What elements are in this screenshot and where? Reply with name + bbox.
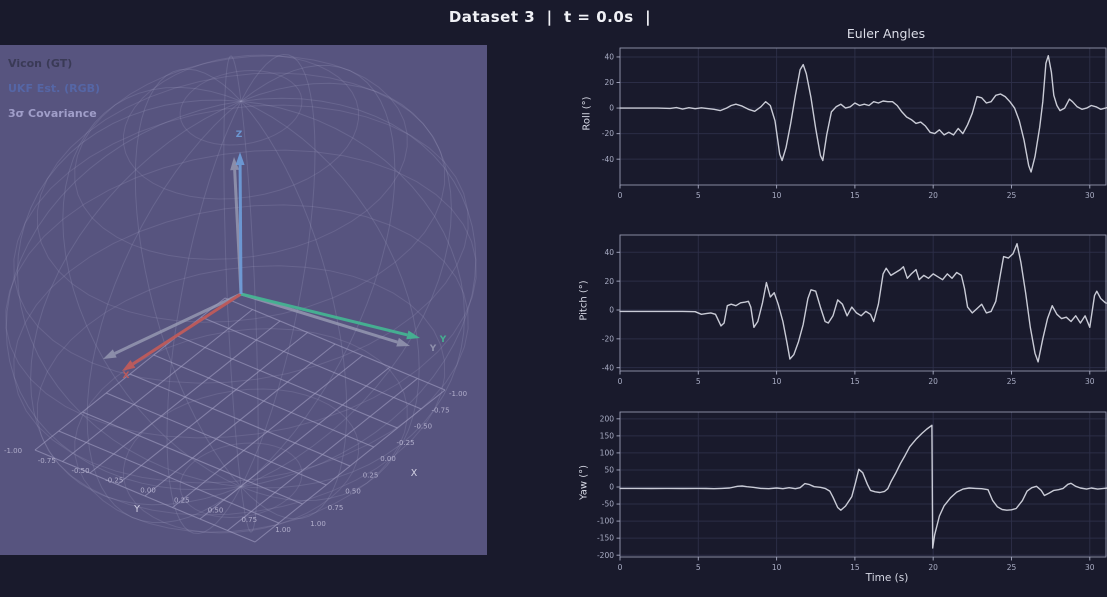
tick-label: 100 [600, 449, 615, 458]
tick-label: 0.25 [363, 471, 379, 479]
tick-label: 0.00 [140, 487, 156, 495]
tick-label: 0.50 [345, 488, 361, 496]
ukf-z-arrow [235, 152, 245, 295]
tick-label: -40 [602, 363, 614, 372]
floor-axis-letter: Y [133, 504, 140, 515]
tick-label: -200 [597, 551, 614, 560]
tick-label: 15 [850, 377, 860, 386]
tick-label: -0.25 [105, 477, 123, 485]
tick-label: 25 [1007, 563, 1017, 572]
tick-label: 15 [850, 191, 860, 200]
tick-label: 0 [618, 191, 623, 200]
tick-label: 20 [928, 191, 938, 200]
tick-label: 50 [604, 466, 614, 475]
tick-label: -0.50 [414, 423, 432, 431]
tick-label: 5 [696, 563, 701, 572]
frame-axis-letter: Y [429, 344, 437, 354]
covariance-sphere-wireframe [5, 53, 477, 535]
tick-label: 30 [1085, 191, 1095, 200]
roll-plot-line [619, 55, 1107, 173]
frame-axis-letter: X [123, 371, 130, 381]
pitch-plot: 0 5 10 15 20 25 30 40 20 0 -20 -40 [602, 234, 1107, 386]
tick-label: 0 [618, 563, 623, 572]
tick-label: -40 [602, 155, 614, 164]
tick-label: -50 [602, 500, 614, 509]
tick-label: 5 [696, 191, 701, 200]
tick-label: 0.50 [208, 506, 224, 514]
axes-spines [619, 411, 1107, 558]
tick-label: -1.00 [4, 447, 22, 455]
tick-label: 40 [604, 248, 614, 257]
tick-label: 20 [604, 277, 614, 286]
frame-axis-letter: Z [236, 130, 243, 140]
floor-axis-letter: X [411, 468, 418, 479]
tick-label: -150 [597, 534, 614, 543]
frame-axis-letter: Y [439, 335, 447, 345]
yaw-plot: 0 5 10 15 20 25 30 200 150 100 50 0 -50 -100 -150 -200 [597, 411, 1107, 572]
tick-label: 10 [772, 377, 782, 386]
tick-label: 0.25 [174, 496, 190, 504]
tick-label: 150 [600, 431, 615, 440]
tick-label: 30 [1085, 563, 1095, 572]
tick-label: 10 [772, 191, 782, 200]
floor-grid [34, 297, 446, 543]
tick-label: 10 [772, 563, 782, 572]
axes-spines [619, 234, 1107, 372]
tick-label: 20 [604, 78, 614, 87]
tick-label: 0 [609, 483, 614, 492]
vicon-y-arrow [240, 292, 410, 347]
tick-label: 1.00 [275, 526, 291, 534]
tick-label: 15 [850, 563, 860, 572]
tick-label: 1.00 [310, 520, 326, 528]
tick-label: 25 [1007, 191, 1017, 200]
pose-arrows [103, 152, 420, 371]
pose-3d-panel: ZYYX-1.00-0.75-0.50-0.250.000.250.500.75… [0, 45, 487, 555]
tick-label: 0.00 [380, 455, 396, 463]
tick-label: 0.75 [241, 516, 257, 524]
panel-3d-background [0, 45, 487, 555]
ukf-y-arrow [240, 292, 420, 340]
tick-label: 0.75 [328, 504, 344, 512]
axes-spines [619, 47, 1107, 186]
roll-plot: 0 5 10 15 20 25 30 40 20 0 -20 -40 [602, 47, 1107, 200]
tick-label: 20 [928, 563, 938, 572]
tick-label: -0.25 [396, 439, 414, 447]
yaw-plot-line [619, 424, 1107, 549]
tick-label: 5 [696, 377, 701, 386]
tick-label: -20 [602, 129, 614, 138]
tick-label: 0 [609, 104, 614, 113]
tick-label: 30 [1085, 377, 1095, 386]
tick-label: -0.75 [38, 457, 56, 465]
tick-label: -0.50 [71, 467, 89, 475]
pitch-plot-line [619, 242, 1107, 363]
tick-label: 0 [609, 306, 614, 315]
tick-label: -0.75 [431, 406, 449, 414]
vicon-x-arrow [103, 292, 242, 359]
tick-label: -100 [597, 517, 614, 526]
tick-label: 40 [604, 53, 614, 62]
tick-label: 200 [600, 414, 615, 423]
ukf-x-arrow [122, 292, 242, 371]
tick-label: 0 [618, 377, 623, 386]
tick-label: 25 [1007, 377, 1017, 386]
tick-label: 20 [928, 377, 938, 386]
tick-label: -1.00 [449, 390, 467, 398]
tick-label: -20 [602, 334, 614, 343]
